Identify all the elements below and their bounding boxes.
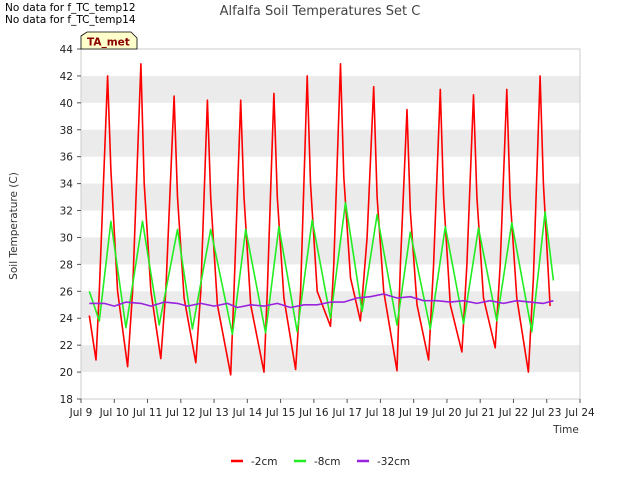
y-tick-label: 36: [60, 152, 74, 164]
badge-shape: [80, 31, 138, 50]
x-tick-label: Jul 15: [265, 407, 295, 419]
y-tick-label: 32: [60, 206, 73, 218]
x-tick-label: Jul 19: [398, 407, 428, 419]
no-data-note-1: No data for f_TC_temp12: [5, 2, 136, 14]
badge-label: TA_met: [87, 37, 130, 49]
x-tick-label: Jul 10: [99, 407, 129, 419]
y-tick-label: 38: [60, 125, 73, 137]
chart-title: Alfalfa Soil Temperatures Set C: [220, 4, 421, 19]
y-tick-label: 34: [60, 179, 74, 191]
grid-band: [81, 75, 580, 103]
y-tick-label: 20: [60, 367, 73, 379]
x-tick-label: Jul 18: [365, 407, 395, 419]
grid-band: [81, 237, 580, 265]
plot-frame: [80, 48, 581, 400]
series-line-8cm: [88, 201, 555, 336]
y-tick-label: 18: [60, 394, 73, 406]
x-tick-label: Jul 11: [132, 407, 162, 419]
legend: -2cm -8cm -32cm: [231, 456, 410, 468]
legend-label: -32cm: [377, 456, 410, 468]
y-axis: 18 20 22 24 26 28 30 32 34 36 38 40 42 44: [60, 44, 81, 406]
grid-bands: [81, 75, 580, 373]
series-lines: [88, 62, 555, 376]
y-tick-label: 40: [60, 98, 73, 110]
x-tick-label: Jul 21: [465, 407, 495, 419]
x-tick-label: Jul 20: [431, 407, 461, 419]
y-tick-label: 42: [60, 71, 73, 83]
x-tick-label: Jul 13: [198, 407, 228, 419]
y-tick-label: 30: [60, 232, 73, 244]
legend-label: -8cm: [314, 456, 340, 468]
ta-met-badge: TA_met: [80, 31, 138, 50]
grid-band: [81, 129, 580, 157]
x-tick-label: Jul 17: [331, 407, 361, 419]
y-tick-label: 28: [60, 259, 73, 271]
grid-band: [81, 345, 580, 373]
y-tick-label: 44: [60, 44, 74, 56]
grid-band: [81, 183, 580, 211]
x-tick-label: Jul 16: [298, 407, 329, 419]
series-line-2cm: [88, 62, 551, 376]
x-tick-label: Jul 24: [564, 407, 595, 419]
x-tick-label: Jul 12: [165, 407, 195, 419]
x-tick-label: Jul 9: [69, 407, 93, 419]
x-axis-label: Time: [552, 424, 579, 436]
y-axis-label: Soil Temperature (C): [8, 172, 20, 280]
x-axis: Jul 9 Jul 10 Jul 11 Jul 12 Jul 13 Jul 14 Jul 1…: [69, 399, 595, 419]
series-line-32cm: [89, 293, 554, 309]
legend-label: -2cm: [251, 456, 277, 468]
x-tick-label: Jul 14: [232, 407, 263, 419]
y-tick-label: 26: [60, 286, 74, 298]
x-tick-label: Jul 23: [531, 407, 561, 419]
no-data-note-2: No data for f_TC_temp14: [5, 14, 136, 26]
y-tick-label: 24: [60, 313, 74, 325]
y-tick-label: 22: [60, 340, 73, 352]
x-tick-label: Jul 22: [498, 407, 528, 419]
